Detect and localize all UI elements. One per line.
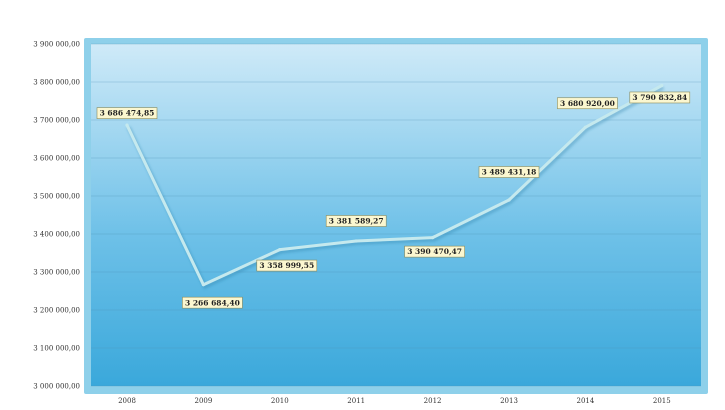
data-point xyxy=(201,283,205,287)
x-tick-label: 2011 xyxy=(347,397,365,405)
y-tick-label: 3 800 000,00 xyxy=(33,79,80,87)
data-label-text: 3 790 832,84 xyxy=(632,93,687,102)
x-tick-label: 2010 xyxy=(271,397,289,405)
data-label-text: 3 686 474,85 xyxy=(100,109,155,118)
data-label-box xyxy=(629,91,691,104)
data-label: 3 680 920,00 xyxy=(557,97,618,110)
x-axis-ticks: 2008 2009 2010 2011 2012 2013 2014 2015 xyxy=(118,397,671,405)
data-label: 3 390 470,47 xyxy=(404,245,465,258)
y-tick-label: 3 200 000,00 xyxy=(33,307,80,315)
y-axis-ticks: 3 000 000,00 3 100 000,00 3 200 000,00 3 30… xyxy=(33,41,80,391)
data-label: 3 686 474,85 xyxy=(96,107,158,119)
y-tick-label: 3 100 000,00 xyxy=(33,345,80,353)
data-label-text: 3 680 920,00 xyxy=(560,99,615,108)
y-tick-label: 3 300 000,00 xyxy=(33,269,80,277)
data-point xyxy=(278,247,282,252)
x-tick-label: 2014 xyxy=(576,397,594,405)
data-label: 3 358 999,55 xyxy=(256,259,318,272)
series-line-layer xyxy=(125,83,665,290)
data-label-box xyxy=(256,259,318,272)
data-label-box xyxy=(96,107,158,119)
data-label-box xyxy=(404,245,465,258)
data-label-box xyxy=(478,166,540,178)
y-tick-label: 3 900 000,00 xyxy=(33,41,80,49)
data-label: 3 266 684,40 xyxy=(182,296,243,309)
data-label-box xyxy=(182,296,243,309)
data-point xyxy=(125,123,129,127)
data-point xyxy=(431,236,435,240)
data-label-box xyxy=(325,215,387,227)
data-point xyxy=(660,83,664,88)
x-tick-label: 2015 xyxy=(653,397,671,405)
data-point xyxy=(507,198,511,202)
data-label-text: 3 266 684,40 xyxy=(185,298,240,307)
gridlines xyxy=(91,43,701,387)
data-label-text: 3 489 431,18 xyxy=(482,168,537,177)
x-tick-label: 2008 xyxy=(118,397,136,405)
data-label: 3 790 832,84 xyxy=(629,91,691,104)
x-tick-label: 2009 xyxy=(194,397,212,405)
data-point xyxy=(354,239,358,243)
x-tick-label: 2013 xyxy=(500,397,518,405)
series-line xyxy=(125,84,664,287)
data-label-text: 3 390 470,47 xyxy=(407,247,462,256)
data-label: 3 381 589,27 xyxy=(325,215,387,227)
y-tick-label: 3 000 000,00 xyxy=(33,383,80,391)
data-label: 3 489 431,18 xyxy=(478,166,540,178)
x-tick-label: 2012 xyxy=(424,397,442,405)
data-point xyxy=(583,125,588,129)
y-tick-label: 3 400 000,00 xyxy=(33,231,80,239)
y-tick-label: 3 700 000,00 xyxy=(33,117,80,125)
y-tick-label: 3 500 000,00 xyxy=(33,193,80,201)
data-label-text: 3 381 589,27 xyxy=(329,217,384,226)
data-label-text: 3 358 999,55 xyxy=(259,261,314,270)
data-label-box xyxy=(557,97,618,110)
data-labels: 3 686 474,85 3 266 684,40 3 358 999,55 3 38… xyxy=(96,91,691,309)
y-tick-label: 3 600 000,00 xyxy=(33,155,80,163)
plot-area xyxy=(91,44,701,386)
series-line-shadow xyxy=(126,85,665,290)
